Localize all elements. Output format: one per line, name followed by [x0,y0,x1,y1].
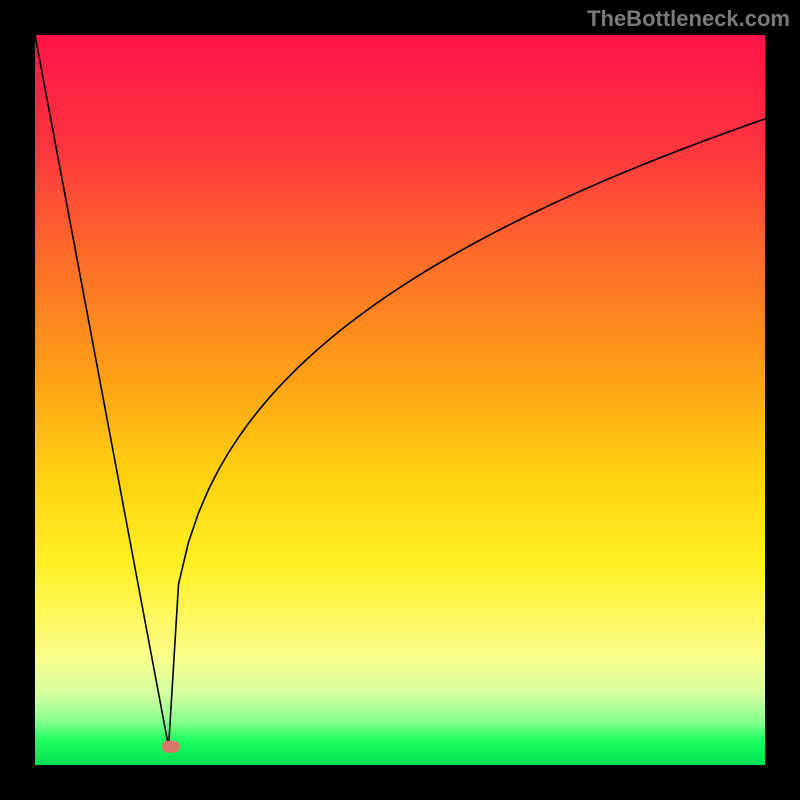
bottleneck-plot [0,0,800,800]
watermark-text: TheBottleneck.com [587,6,790,32]
optimum-marker [162,741,180,753]
plot-background [35,35,765,765]
